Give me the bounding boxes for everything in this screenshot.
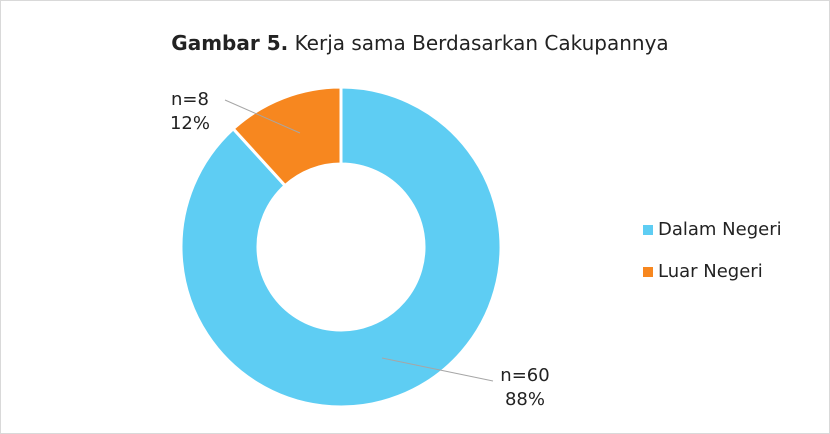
percent-label: 12% <box>170 113 210 134</box>
legend-label: Luar Negeri <box>658 261 763 282</box>
slice <box>179 85 503 409</box>
legend-swatch <box>643 225 653 235</box>
slice <box>231 85 343 188</box>
legend-swatch <box>643 267 653 277</box>
percent-label: 88% <box>505 389 545 410</box>
legend-label: Dalam Negeri <box>658 219 782 240</box>
data-label: n=60 <box>500 365 549 386</box>
chart-title: Gambar 5. Kerja sama Berdasarkan Cakupan… <box>171 31 668 55</box>
leader-line <box>381 357 494 382</box>
data-label: n=8 <box>171 89 209 110</box>
title-text: Kerja sama Berdasarkan Cakupannya <box>295 31 669 55</box>
leader-line <box>224 99 301 134</box>
title-label: Gambar 5. <box>171 31 288 55</box>
